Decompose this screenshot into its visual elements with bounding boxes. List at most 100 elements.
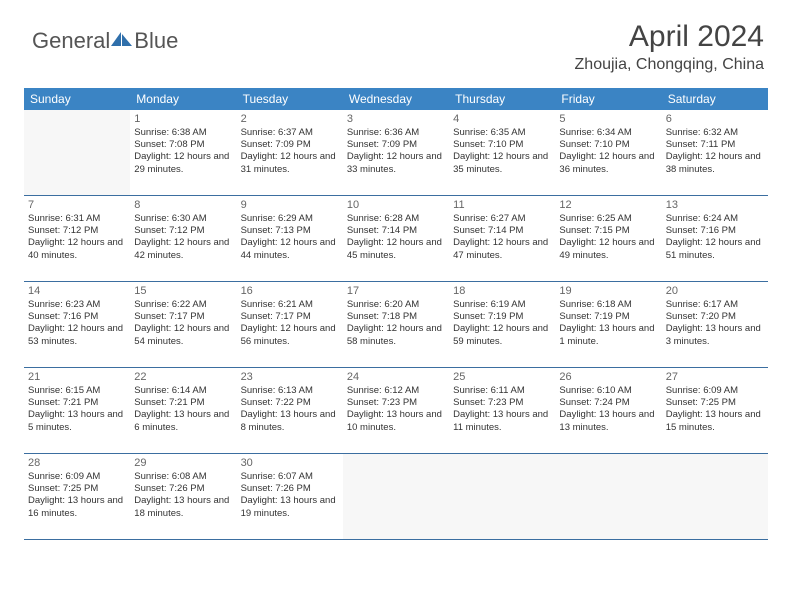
day-number: 27 xyxy=(666,370,764,384)
day-number: 11 xyxy=(453,198,551,212)
day-number: 25 xyxy=(453,370,551,384)
calendar-cell: 10Sunrise: 6:28 AMSunset: 7:14 PMDayligh… xyxy=(343,196,449,282)
sunrise-text: Sunrise: 6:12 AM xyxy=(347,385,445,397)
day-number: 29 xyxy=(134,456,232,470)
sunrise-text: Sunrise: 6:08 AM xyxy=(134,471,232,483)
sunrise-text: Sunrise: 6:35 AM xyxy=(453,127,551,139)
daylight-text: Daylight: 13 hours and 3 minutes. xyxy=(666,323,764,347)
sunset-text: Sunset: 7:08 PM xyxy=(134,139,232,151)
daylight-text: Daylight: 13 hours and 13 minutes. xyxy=(559,409,657,433)
sunset-text: Sunset: 7:23 PM xyxy=(453,397,551,409)
day-number: 7 xyxy=(28,198,126,212)
daylight-text: Daylight: 12 hours and 44 minutes. xyxy=(241,237,339,261)
sunset-text: Sunset: 7:14 PM xyxy=(453,225,551,237)
calendar-cell: 19Sunrise: 6:18 AMSunset: 7:19 PMDayligh… xyxy=(555,282,661,368)
calendar-cell-empty xyxy=(555,454,661,540)
sunset-text: Sunset: 7:13 PM xyxy=(241,225,339,237)
sunrise-text: Sunrise: 6:36 AM xyxy=(347,127,445,139)
sunset-text: Sunset: 7:22 PM xyxy=(241,397,339,409)
sunset-text: Sunset: 7:24 PM xyxy=(559,397,657,409)
sunrise-text: Sunrise: 6:32 AM xyxy=(666,127,764,139)
daylight-text: Daylight: 12 hours and 56 minutes. xyxy=(241,323,339,347)
calendar-cell: 2Sunrise: 6:37 AMSunset: 7:09 PMDaylight… xyxy=(237,110,343,196)
daylight-text: Daylight: 13 hours and 6 minutes. xyxy=(134,409,232,433)
sunrise-text: Sunrise: 6:22 AM xyxy=(134,299,232,311)
weekday-header: Friday xyxy=(555,88,661,110)
weekday-header: Wednesday xyxy=(343,88,449,110)
day-number: 3 xyxy=(347,112,445,126)
calendar-cell: 1Sunrise: 6:38 AMSunset: 7:08 PMDaylight… xyxy=(130,110,236,196)
calendar-cell: 27Sunrise: 6:09 AMSunset: 7:25 PMDayligh… xyxy=(662,368,768,454)
sunset-text: Sunset: 7:17 PM xyxy=(241,311,339,323)
calendar-cell: 28Sunrise: 6:09 AMSunset: 7:25 PMDayligh… xyxy=(24,454,130,540)
sunrise-text: Sunrise: 6:13 AM xyxy=(241,385,339,397)
daylight-text: Daylight: 13 hours and 19 minutes. xyxy=(241,495,339,519)
day-number: 8 xyxy=(134,198,232,212)
sunset-text: Sunset: 7:18 PM xyxy=(347,311,445,323)
day-number: 6 xyxy=(666,112,764,126)
daylight-text: Daylight: 13 hours and 1 minute. xyxy=(559,323,657,347)
calendar-cell: 11Sunrise: 6:27 AMSunset: 7:14 PMDayligh… xyxy=(449,196,555,282)
calendar-cell: 6Sunrise: 6:32 AMSunset: 7:11 PMDaylight… xyxy=(662,110,768,196)
day-number: 22 xyxy=(134,370,232,384)
day-number: 26 xyxy=(559,370,657,384)
calendar-cell-empty xyxy=(662,454,768,540)
sunset-text: Sunset: 7:12 PM xyxy=(28,225,126,237)
sunset-text: Sunset: 7:10 PM xyxy=(453,139,551,151)
sunrise-text: Sunrise: 6:23 AM xyxy=(28,299,126,311)
sunset-text: Sunset: 7:10 PM xyxy=(559,139,657,151)
daylight-text: Daylight: 12 hours and 29 minutes. xyxy=(134,151,232,175)
calendar-cell: 21Sunrise: 6:15 AMSunset: 7:21 PMDayligh… xyxy=(24,368,130,454)
sunset-text: Sunset: 7:16 PM xyxy=(28,311,126,323)
daylight-text: Daylight: 12 hours and 51 minutes. xyxy=(666,237,764,261)
day-number: 9 xyxy=(241,198,339,212)
day-number: 13 xyxy=(666,198,764,212)
sunset-text: Sunset: 7:25 PM xyxy=(666,397,764,409)
sunrise-text: Sunrise: 6:29 AM xyxy=(241,213,339,225)
daylight-text: Daylight: 12 hours and 35 minutes. xyxy=(453,151,551,175)
sunset-text: Sunset: 7:19 PM xyxy=(453,311,551,323)
daylight-text: Daylight: 13 hours and 8 minutes. xyxy=(241,409,339,433)
calendar-cell: 17Sunrise: 6:20 AMSunset: 7:18 PMDayligh… xyxy=(343,282,449,368)
calendar-cell: 23Sunrise: 6:13 AMSunset: 7:22 PMDayligh… xyxy=(237,368,343,454)
calendar-cell: 3Sunrise: 6:36 AMSunset: 7:09 PMDaylight… xyxy=(343,110,449,196)
daylight-text: Daylight: 13 hours and 18 minutes. xyxy=(134,495,232,519)
day-number: 14 xyxy=(28,284,126,298)
sunrise-text: Sunrise: 6:37 AM xyxy=(241,127,339,139)
day-number: 16 xyxy=(241,284,339,298)
sunset-text: Sunset: 7:25 PM xyxy=(28,483,126,495)
sunset-text: Sunset: 7:26 PM xyxy=(134,483,232,495)
sunset-text: Sunset: 7:09 PM xyxy=(347,139,445,151)
daylight-text: Daylight: 12 hours and 42 minutes. xyxy=(134,237,232,261)
daylight-text: Daylight: 12 hours and 47 minutes. xyxy=(453,237,551,261)
sunrise-text: Sunrise: 6:27 AM xyxy=(453,213,551,225)
daylight-text: Daylight: 12 hours and 36 minutes. xyxy=(559,151,657,175)
month-title: April 2024 xyxy=(575,20,764,54)
calendar-cell: 25Sunrise: 6:11 AMSunset: 7:23 PMDayligh… xyxy=(449,368,555,454)
calendar-cell: 22Sunrise: 6:14 AMSunset: 7:21 PMDayligh… xyxy=(130,368,236,454)
calendar-cell: 9Sunrise: 6:29 AMSunset: 7:13 PMDaylight… xyxy=(237,196,343,282)
daylight-text: Daylight: 12 hours and 33 minutes. xyxy=(347,151,445,175)
sunrise-text: Sunrise: 6:28 AM xyxy=(347,213,445,225)
sunset-text: Sunset: 7:21 PM xyxy=(134,397,232,409)
brand-sail-icon xyxy=(111,28,133,54)
daylight-text: Daylight: 12 hours and 40 minutes. xyxy=(28,237,126,261)
day-number: 30 xyxy=(241,456,339,470)
day-number: 20 xyxy=(666,284,764,298)
sunset-text: Sunset: 7:09 PM xyxy=(241,139,339,151)
sunset-text: Sunset: 7:14 PM xyxy=(347,225,445,237)
day-number: 21 xyxy=(28,370,126,384)
calendar-cell-empty xyxy=(449,454,555,540)
calendar-cell: 14Sunrise: 6:23 AMSunset: 7:16 PMDayligh… xyxy=(24,282,130,368)
calendar-cell: 24Sunrise: 6:12 AMSunset: 7:23 PMDayligh… xyxy=(343,368,449,454)
calendar-cell: 30Sunrise: 6:07 AMSunset: 7:26 PMDayligh… xyxy=(237,454,343,540)
sunrise-text: Sunrise: 6:20 AM xyxy=(347,299,445,311)
calendar-cell: 8Sunrise: 6:30 AMSunset: 7:12 PMDaylight… xyxy=(130,196,236,282)
day-number: 17 xyxy=(347,284,445,298)
day-number: 12 xyxy=(559,198,657,212)
brand-left: General xyxy=(32,28,110,54)
calendar-cell-empty xyxy=(24,110,130,196)
sunrise-text: Sunrise: 6:34 AM xyxy=(559,127,657,139)
calendar-grid: 1Sunrise: 6:38 AMSunset: 7:08 PMDaylight… xyxy=(24,110,768,540)
sunset-text: Sunset: 7:12 PM xyxy=(134,225,232,237)
